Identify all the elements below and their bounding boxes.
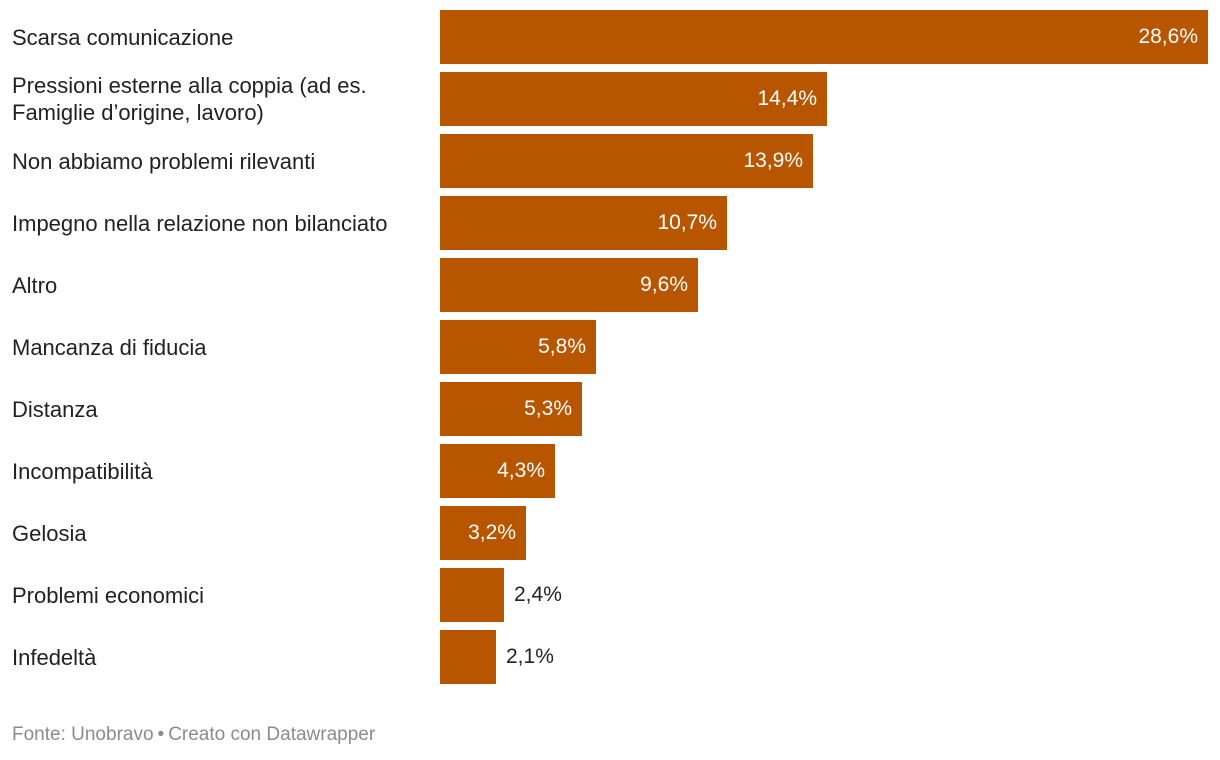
bar bbox=[440, 506, 526, 560]
value-label: 3,2% bbox=[468, 521, 516, 544]
bar-row: Incompatibilità 4,3% bbox=[0, 444, 1220, 498]
value-label: 10,7% bbox=[657, 211, 717, 234]
category-label: Gelosia bbox=[12, 520, 87, 546]
bar bbox=[440, 320, 596, 374]
bar bbox=[440, 72, 827, 126]
footer-separator: • bbox=[157, 724, 165, 745]
category-label: Distanza bbox=[12, 396, 98, 422]
category-label: Incompatibilità bbox=[12, 458, 153, 484]
bar-row: Altro 9,6% bbox=[0, 258, 1220, 312]
category-label: Pressioni esterne alla coppia (ad es. Fa… bbox=[12, 73, 367, 125]
bar-row: Impegno nella relazione non bilanciato 10… bbox=[0, 196, 1220, 250]
value-label: 2,4% bbox=[514, 583, 562, 606]
bar bbox=[440, 10, 1208, 64]
bar-row: Distanza 5,3% bbox=[0, 382, 1220, 436]
value-label: 5,3% bbox=[524, 397, 572, 420]
category-label: Scarsa comunicazione bbox=[12, 24, 234, 50]
bar bbox=[440, 444, 555, 498]
bar-row: Infedeltà 2,1% bbox=[0, 630, 1220, 684]
value-label: 28,6% bbox=[1138, 25, 1198, 48]
bar-chart: Scarsa comunicazione 28,6% Pressioni ester… bbox=[0, 10, 1220, 684]
category-label: Infedeltà bbox=[12, 644, 97, 670]
category-label: Altro bbox=[12, 272, 58, 298]
category-label: Non abbiamo problemi rilevanti bbox=[12, 148, 316, 174]
bar bbox=[440, 134, 813, 188]
bar bbox=[440, 568, 504, 622]
category-label: Mancanza di fiducia bbox=[12, 334, 207, 360]
value-label: 4,3% bbox=[497, 459, 545, 482]
value-label: 13,9% bbox=[743, 149, 803, 172]
bar bbox=[440, 630, 496, 684]
category-label: Impegno nella relazione non bilanciato bbox=[12, 210, 388, 236]
bar-row: Gelosia 3,2% bbox=[0, 506, 1220, 560]
bar-row: Pressioni esterne alla coppia (ad es. Fa… bbox=[0, 72, 1220, 126]
bar-row: Non abbiamo problemi rilevanti 13,9% bbox=[0, 134, 1220, 188]
bar bbox=[440, 196, 727, 250]
bar-row: Scarsa comunicazione 28,6% bbox=[0, 10, 1220, 64]
value-label: 9,6% bbox=[640, 273, 688, 296]
credit-note: Creato con Datawrapper bbox=[168, 724, 376, 745]
bar bbox=[440, 258, 698, 312]
bar bbox=[440, 382, 582, 436]
chart-footer: Fonte: Unobravo • Creato con Datawrapper bbox=[12, 724, 375, 746]
source-note: Fonte: Unobravo bbox=[12, 724, 154, 745]
value-label: 14,4% bbox=[757, 87, 817, 110]
bar-row: Mancanza di fiducia 5,8% bbox=[0, 320, 1220, 374]
value-label: 2,1% bbox=[506, 645, 554, 668]
bar-row: Problemi economici 2,4% bbox=[0, 568, 1220, 622]
value-label: 5,8% bbox=[538, 335, 586, 358]
category-label: Problemi economici bbox=[12, 582, 204, 608]
